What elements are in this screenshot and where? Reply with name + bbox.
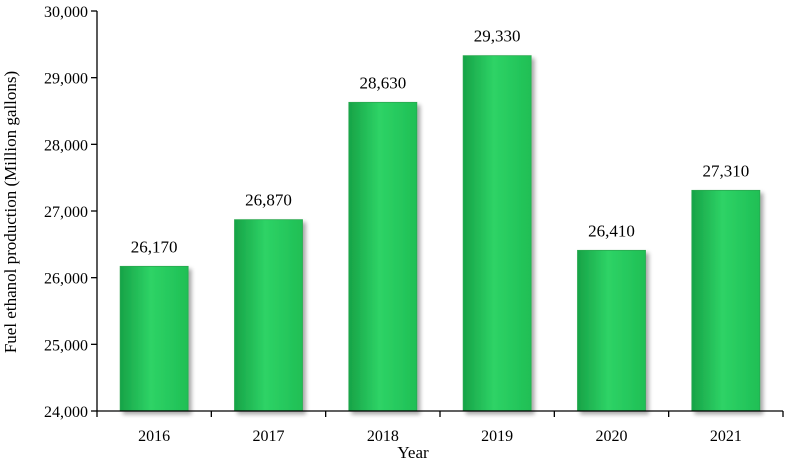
bars-group <box>119 55 761 412</box>
y-tick-label: 24,000 <box>44 404 88 421</box>
y-axis-title: Fuel ethanol production (Million gallons… <box>1 71 20 353</box>
data-labels-group: 26,170 26,870 28,630 29,330 26,410 27,310 <box>131 27 749 257</box>
x-tick-label: 2017 <box>253 428 285 445</box>
data-label-2019: 29,330 <box>474 27 521 46</box>
x-tick-label: 2019 <box>481 428 513 445</box>
x-ticks-group: 2016 2017 2018 2019 2020 2021 <box>96 411 784 445</box>
x-tick-label: 2021 <box>710 428 742 445</box>
data-label-2018: 28,630 <box>359 73 406 92</box>
x-axis-title: Year <box>397 443 429 462</box>
bar-2019 <box>462 55 532 412</box>
y-tick-label: 27,000 <box>44 204 88 221</box>
y-ticks-group: 24,000 25,000 26,000 27,000 28,000 29,000 30,0… <box>44 4 97 421</box>
bar-2016 <box>119 265 189 412</box>
bar-2017 <box>234 219 303 412</box>
y-tick-label: 29,000 <box>44 71 88 88</box>
y-tick-label: 30,000 <box>44 4 88 21</box>
data-label-2016: 26,170 <box>131 237 178 256</box>
data-label-2021: 27,310 <box>702 161 749 180</box>
data-label-2017: 26,870 <box>245 191 292 210</box>
data-label-2020: 26,410 <box>588 221 635 240</box>
x-tick-label: 2018 <box>367 428 399 445</box>
y-tick-label: 25,000 <box>44 337 88 354</box>
x-tick-label: 2020 <box>596 428 628 445</box>
y-tick-label: 28,000 <box>44 137 88 154</box>
bar-2021 <box>691 189 761 412</box>
x-tick-label: 2016 <box>138 428 170 445</box>
bar-2018 <box>348 101 418 412</box>
bar-2020 <box>577 249 646 412</box>
y-tick-label: 26,000 <box>44 271 88 288</box>
